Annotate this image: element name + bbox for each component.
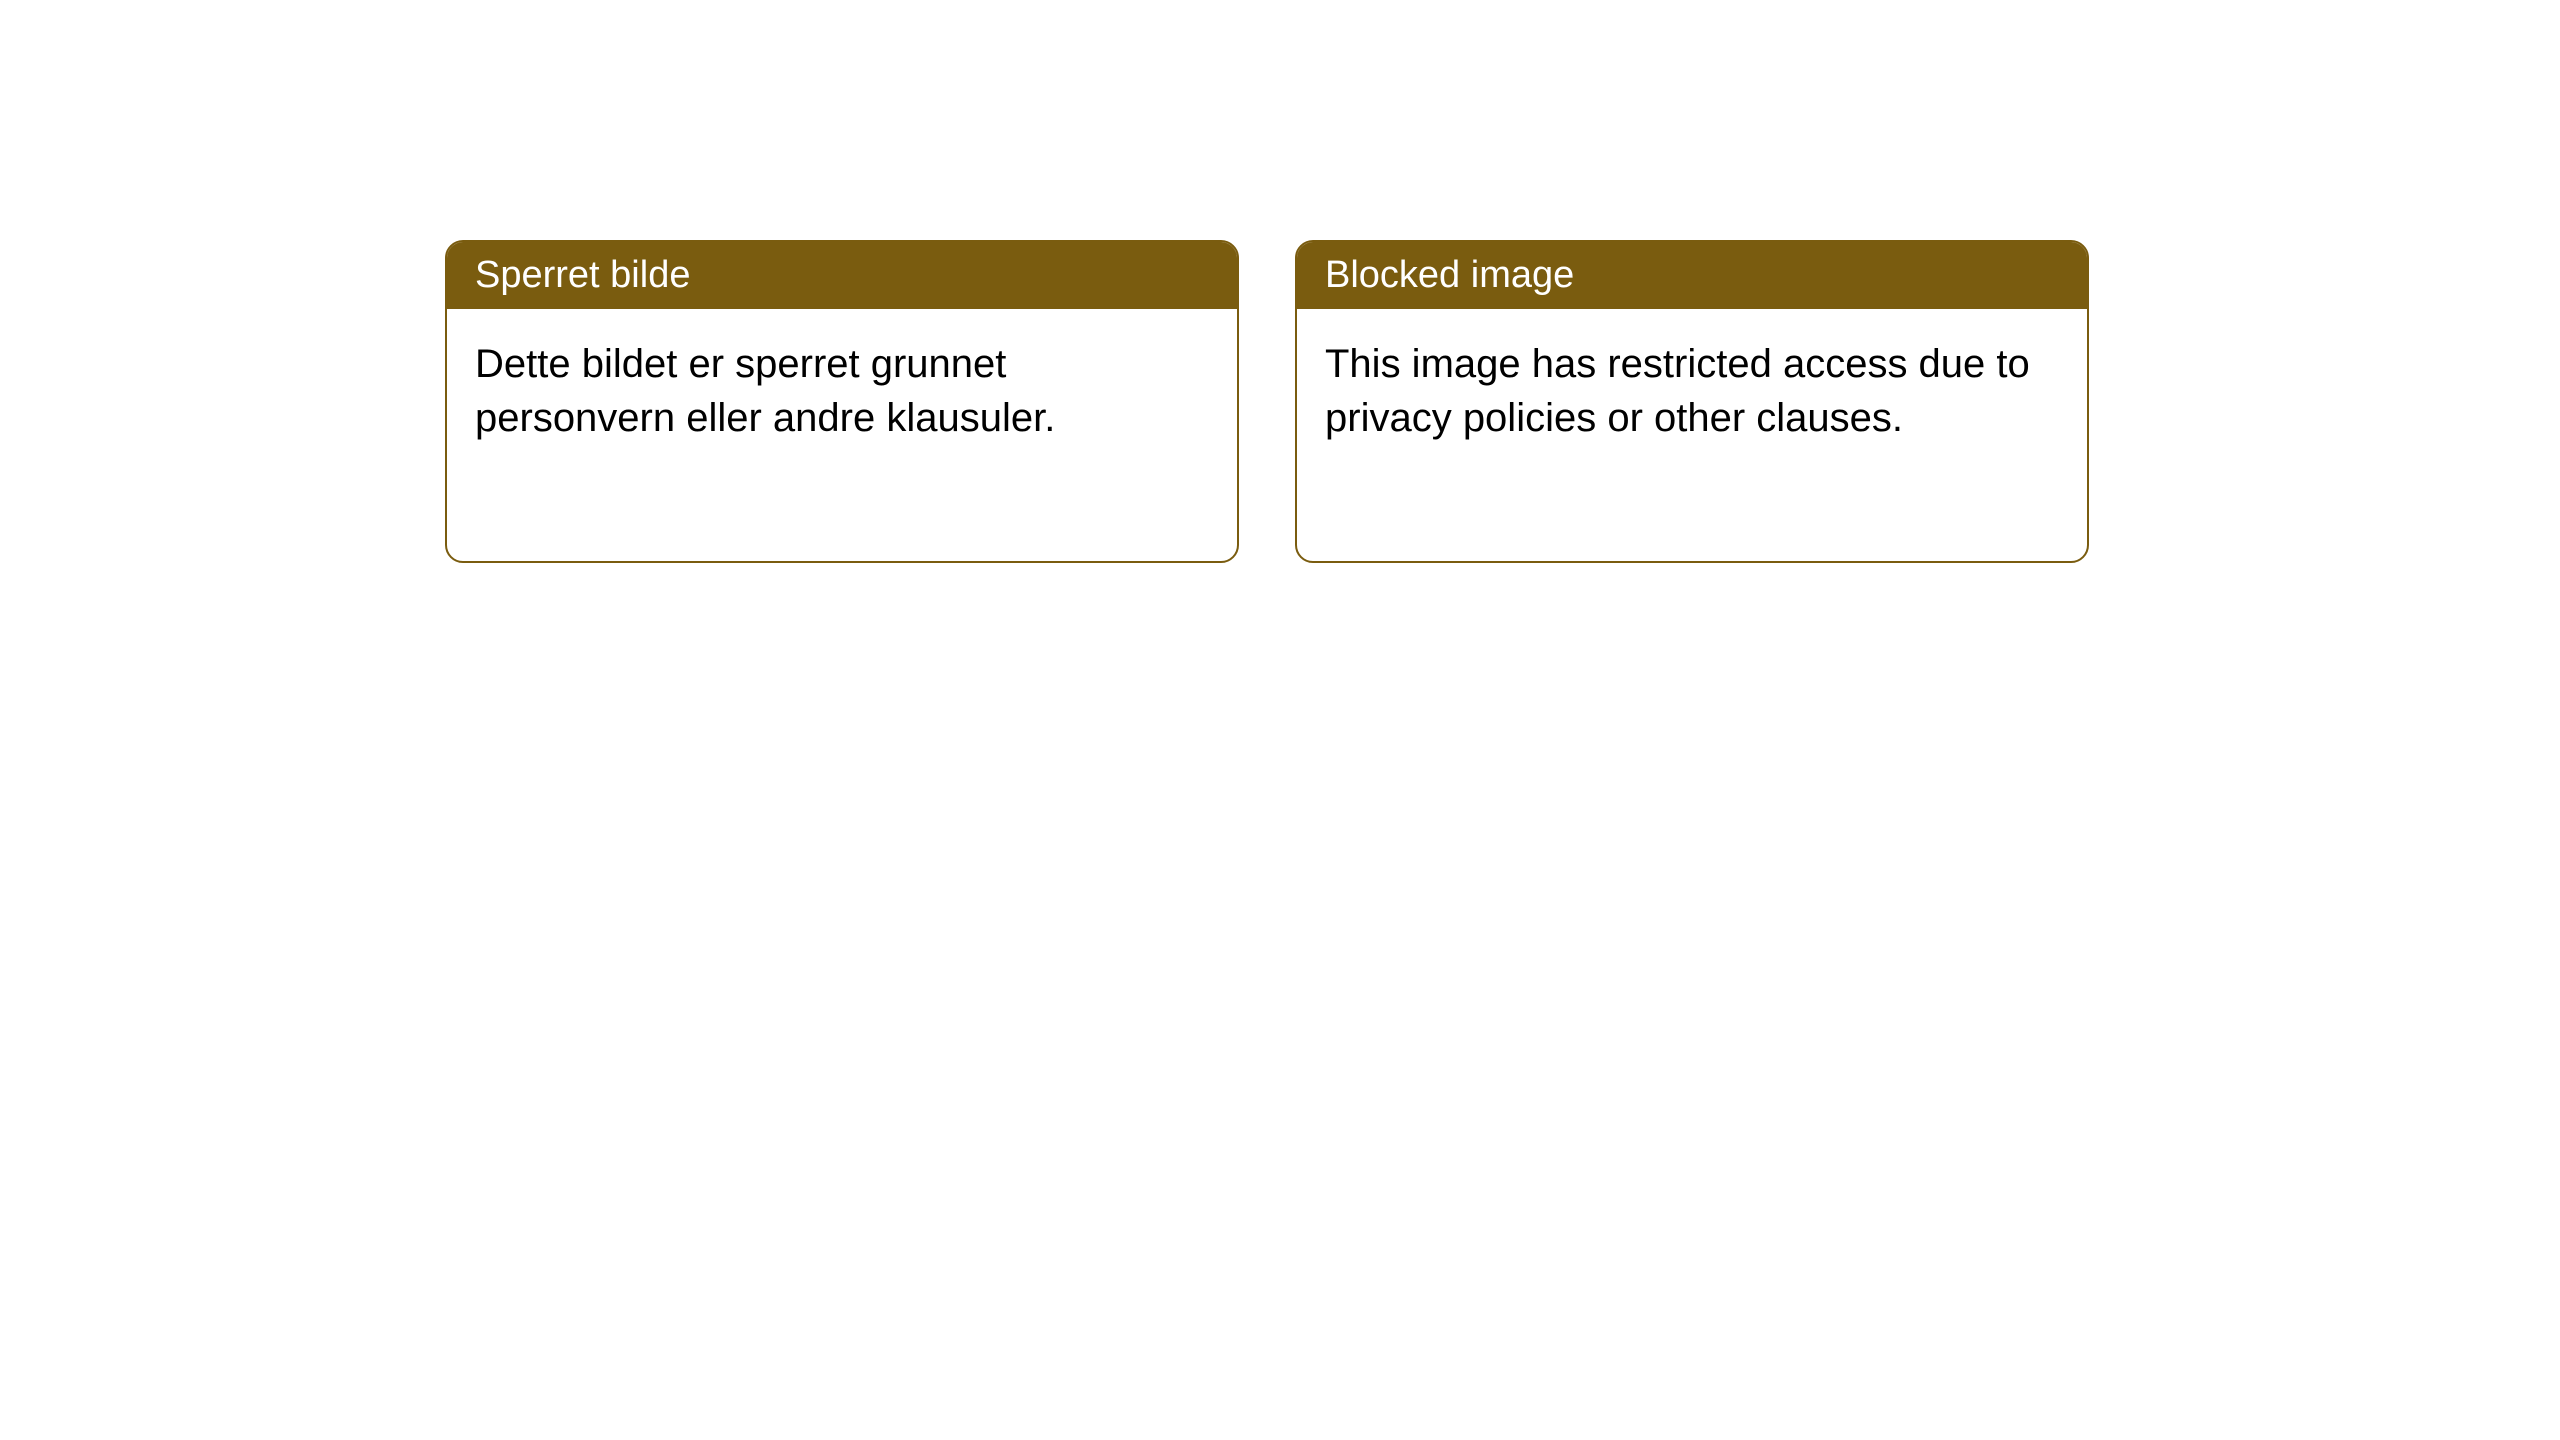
notice-card-norwegian: Sperret bilde Dette bildet er sperret gr…	[445, 240, 1239, 563]
card-body-text: Dette bildet er sperret grunnet personve…	[475, 342, 1055, 440]
card-title: Sperret bilde	[475, 254, 690, 296]
card-body: This image has restricted access due to …	[1297, 309, 2087, 561]
notice-card-english: Blocked image This image has restricted …	[1295, 240, 2089, 563]
card-header: Blocked image	[1297, 242, 2087, 309]
card-body: Dette bildet er sperret grunnet personve…	[447, 309, 1237, 561]
card-title: Blocked image	[1325, 254, 1574, 296]
card-body-text: This image has restricted access due to …	[1325, 342, 2030, 440]
notice-cards-container: Sperret bilde Dette bildet er sperret gr…	[445, 240, 2089, 563]
card-header: Sperret bilde	[447, 242, 1237, 309]
